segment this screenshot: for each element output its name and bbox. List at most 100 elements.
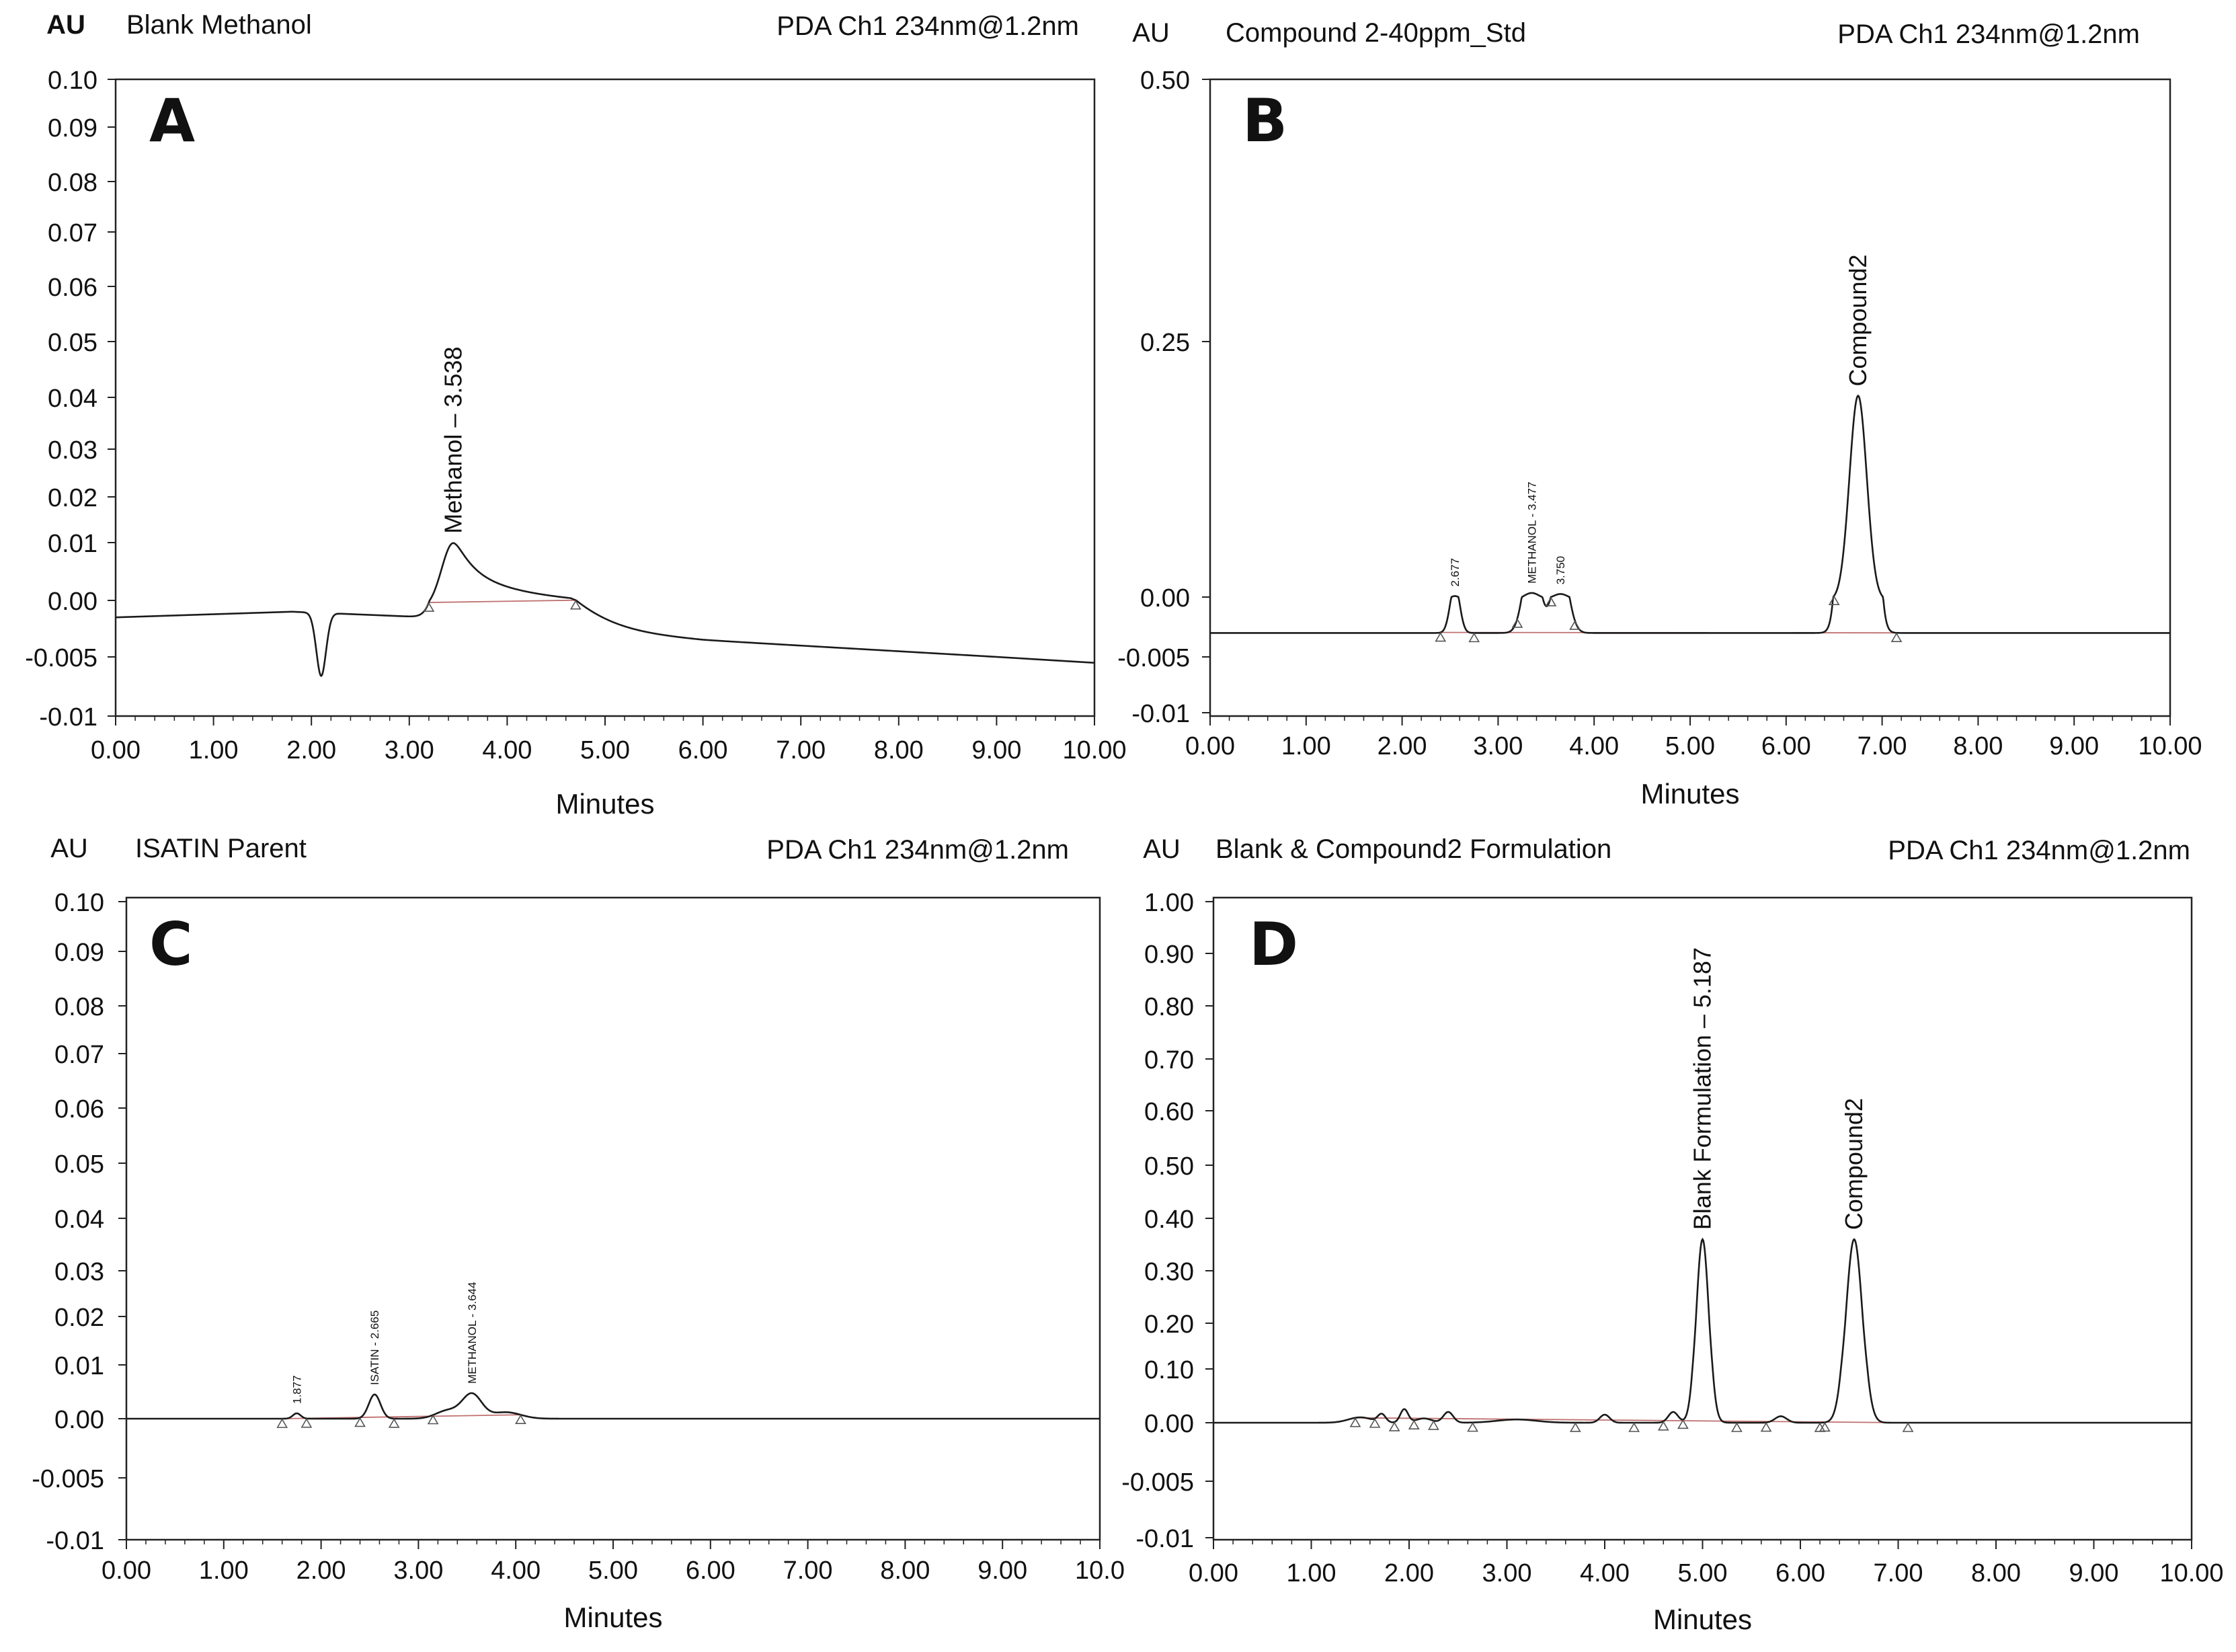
y-tick-label-a: 0.10 <box>48 67 97 95</box>
y-unit-label-d: AU <box>1143 834 1181 864</box>
integration-marker-d <box>1349 1417 1361 1427</box>
x-tick-label-d: 7.00 <box>1874 1559 1923 1587</box>
integration-marker-d <box>1760 1421 1772 1432</box>
x-tick-label-c: 1.00 <box>199 1557 249 1585</box>
integration-marker-d <box>1388 1421 1400 1431</box>
panel-title-c: ISATIN Parent <box>135 834 307 863</box>
integration-marker-b <box>1545 596 1557 606</box>
detector-label-c: PDA Ch1 234nm@1.2nm <box>766 835 1069 865</box>
integration-marker-c <box>301 1418 313 1428</box>
y-tick-label-d: 0.40 <box>1144 1206 1194 1234</box>
y-tick-label-b: 0.00 <box>1140 584 1190 613</box>
panel-title-a: Blank Methanol <box>126 10 312 40</box>
x-tick-label-d: 6.00 <box>1775 1559 1825 1587</box>
chromatogram-trace-a <box>115 542 1095 678</box>
integration-marker-d <box>1814 1422 1826 1432</box>
y-tick-label-a: 0.06 <box>48 274 97 302</box>
peak-label-c: METHANOL - 3.644 <box>466 1282 479 1384</box>
integration-marker-b <box>1890 632 1903 643</box>
integration-marker-c <box>427 1414 439 1425</box>
y-tick-label-d: 0.80 <box>1144 993 1194 1021</box>
y-tick-label-b: -0.005 <box>1117 644 1190 672</box>
integration-marker-c <box>354 1417 366 1427</box>
y-tick-label-d: 1.00 <box>1144 889 1194 917</box>
y-tick-label-c: 0.05 <box>54 1150 104 1179</box>
y-tick-label-a: 0.04 <box>48 385 97 413</box>
integration-marker-d <box>1902 1422 1914 1432</box>
peak-label-a: Methanol – 3.538 <box>439 346 467 533</box>
integration-marker-d <box>1467 1422 1478 1432</box>
integration-marker-b <box>1435 632 1447 642</box>
y-tick-label-c: 0.02 <box>54 1304 104 1332</box>
chromatogram-trace-b <box>1210 394 2170 634</box>
x-tick-label-d: 3.00 <box>1482 1559 1532 1587</box>
y-tick-label-b: 0.25 <box>1140 329 1190 357</box>
x-tick-label-b: 2.00 <box>1377 732 1427 760</box>
panel-title-d: Blank & Compound2 Formulation <box>1215 834 1611 864</box>
y-tick-label-c: 0.09 <box>54 939 104 967</box>
integration-marker-d <box>1569 1422 1581 1432</box>
y-tick-label-d: -0.01 <box>1135 1525 1194 1553</box>
y-tick-label-c: 0.07 <box>54 1041 104 1069</box>
peak-label-c: ISATIN - 2.665 <box>368 1310 381 1385</box>
y-tick-label-a: -0.005 <box>25 644 97 672</box>
x-tick-label-b: 8.00 <box>1953 732 2003 760</box>
integration-baseline-a <box>428 599 576 603</box>
x-tick-label-d: 2.00 <box>1384 1559 1434 1587</box>
x-tick-label-c: 5.00 <box>588 1557 638 1585</box>
y-tick-label-d: 0.30 <box>1144 1258 1194 1286</box>
x-tick-label-d: 9.00 <box>2069 1559 2119 1587</box>
y-tick-label-d: 0.10 <box>1144 1356 1194 1384</box>
y-tick-label-a: 0.03 <box>48 436 97 465</box>
plot-frame-c <box>125 896 1101 1541</box>
x-tick-label-a: 2.00 <box>286 736 336 764</box>
detector-label-d: PDA Ch1 234nm@1.2nm <box>1888 836 2190 865</box>
x-tick-label-d: 5.00 <box>1678 1559 1728 1587</box>
y-tick-label-c: 0.00 <box>54 1406 104 1434</box>
x-tick-label-a: 10.00 <box>1062 736 1126 764</box>
integration-marker-c <box>276 1418 288 1428</box>
y-tick-label-a: 0.05 <box>48 329 97 357</box>
peak-label-b: METHANOL - 3.477 <box>1525 481 1538 583</box>
peak-label-c: 1.877 <box>290 1375 303 1404</box>
y-tick-label-d: 0.00 <box>1144 1410 1194 1438</box>
x-tick-label-d: 1.00 <box>1287 1559 1336 1587</box>
x-tick-label-a: 8.00 <box>874 736 924 764</box>
y-tick-label-a: 0.02 <box>48 484 97 512</box>
y-unit-label-c: AU <box>50 834 88 863</box>
x-tick-label-a: 0.00 <box>91 736 141 764</box>
x-axis-label-b: Minutes <box>1640 778 1739 810</box>
y-tick-label-a: 0.09 <box>48 114 97 143</box>
integration-marker-b <box>1511 618 1523 628</box>
x-tick-label-c: 10.0 <box>1075 1557 1125 1585</box>
x-tick-label-b: 1.00 <box>1281 732 1331 760</box>
x-tick-label-b: 3.00 <box>1473 732 1523 760</box>
x-tick-label-a: 1.00 <box>189 736 239 764</box>
plot-frame-a <box>114 78 1096 717</box>
x-tick-label-a: 7.00 <box>776 736 826 764</box>
y-tick-label-a: 0.08 <box>48 169 97 197</box>
integration-marker-b <box>1569 620 1581 630</box>
y-tick-label-c: 0.10 <box>54 889 104 917</box>
x-tick-label-d: 8.00 <box>1971 1559 2021 1587</box>
detector-label-a: PDA Ch1 234nm@1.2nm <box>776 11 1079 41</box>
x-tick-label-b: 9.00 <box>2049 732 2099 760</box>
x-tick-label-a: 4.00 <box>482 736 532 764</box>
panel-letter-c: C <box>149 910 193 979</box>
peak-label-b: 2.677 <box>1449 558 1462 587</box>
x-tick-label-c: 9.00 <box>977 1557 1027 1585</box>
integration-marker-a <box>569 600 582 610</box>
peak-label-d: Compound2 <box>1840 1098 1868 1230</box>
y-tick-label-d: 0.60 <box>1144 1098 1194 1126</box>
x-tick-label-b: 7.00 <box>1858 732 1907 760</box>
y-tick-label-d: 0.50 <box>1144 1152 1194 1181</box>
y-tick-label-a: 0.07 <box>48 219 97 247</box>
x-tick-label-a: 6.00 <box>678 736 728 764</box>
integration-marker-d <box>1628 1422 1640 1432</box>
integration-marker-d <box>1657 1421 1669 1431</box>
y-tick-label-d: 0.70 <box>1144 1046 1194 1074</box>
y-tick-label-d: 0.20 <box>1144 1310 1194 1339</box>
panel-letter-b: B <box>1242 86 1287 155</box>
y-tick-label-c: 0.06 <box>54 1095 104 1124</box>
